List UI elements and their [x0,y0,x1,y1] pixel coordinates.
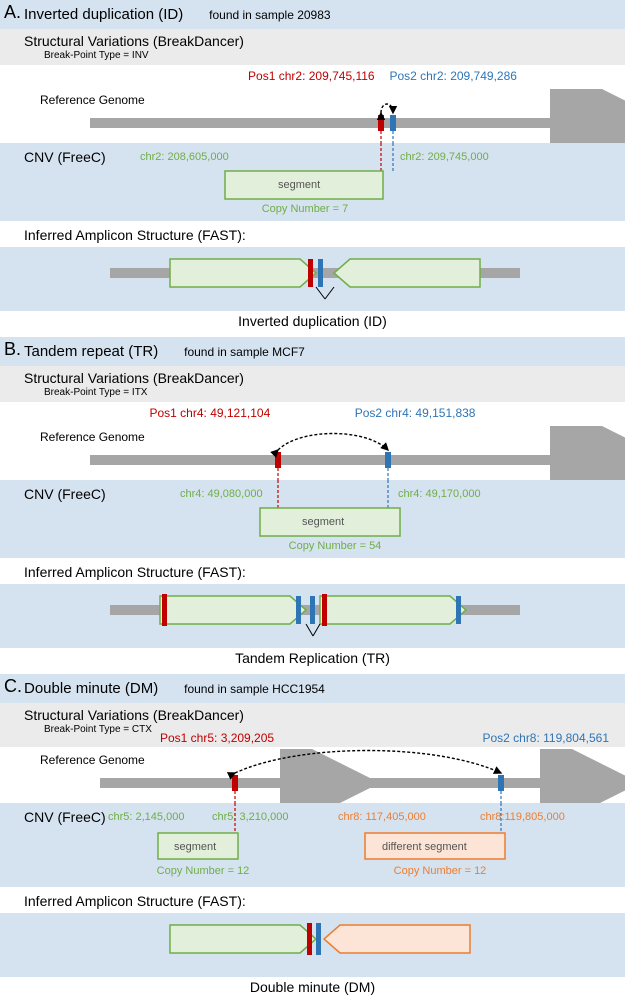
panel-b-cnv: CNV (FreeC) chr4: 49,080,000 chr4: 49,17… [0,480,625,558]
sv-title-c: Structural Variations (BreakDancer) [24,707,244,723]
sv-title-b: Structural Variations (BreakDancer) [24,370,244,386]
pos2-label: Pos2 chr2: 209,749,286 [390,69,517,83]
copy-number-c-a: Copy Number = 12 [148,865,258,877]
panel-b-caption: Tandem Replication (TR) [0,650,625,666]
panel-b-positions: Pos1 chr4: 49,121,104 Pos2 chr4: 49,151,… [0,402,625,424]
copy-number: Copy Number = 7 [250,203,360,215]
panel-c-inferred-heading: Inferred Amplicon Structure (FAST): [0,887,625,913]
panel-a-inferred-heading: Inferred Amplicon Structure (FAST): [0,221,625,247]
panel-c-sample: found in sample HCC1954 [184,682,325,696]
bp-type-b: Break-Point Type = ITX [44,387,617,398]
panel-a-amplicon [0,247,625,311]
panel-b-sv-heading: Structural Variations (BreakDancer) Brea… [0,366,625,402]
panel-letter-c: C. [4,676,22,697]
bp-type: Break-Point Type = INV [44,50,617,61]
panel-c-caption: Double minute (DM) [0,979,625,995]
seg2-label-c: different segment [382,841,467,853]
amplicon-svg-a [0,247,625,311]
panel-b: B. Tandem repeat (TR) found in sample MC… [0,337,625,666]
panel-a-refgenome: Reference Genome [0,87,625,143]
cnv-svg-c [0,803,625,887]
seg-label-c: segment [174,841,216,853]
panel-c-title: Double minute (DM) [24,680,158,697]
pos1-label: Pos1 chr2: 209,745,116 [248,69,375,83]
seg-label: segment [278,179,320,191]
panel-letter-a: A. [4,2,21,23]
amplicon-svg-b [0,584,625,648]
panel-c-sv-heading: Structural Variations (BreakDancer) Brea… [0,703,625,747]
panel-a-positions: Pos1 chr2: 209,745,116 Pos2 chr2: 209,74… [0,65,625,87]
panel-c-header: Double minute (DM) found in sample HCC19… [0,674,625,703]
panel-letter-b: B. [4,339,21,360]
ref-genome-label: Reference Genome [40,93,145,107]
panel-a-header: Inverted duplication (ID) found in sampl… [0,0,625,29]
panel-b-amplicon [0,584,625,648]
panel-b-title: Tandem repeat (TR) [24,343,158,360]
pos2-b: Pos2 chr4: 49,151,838 [355,406,476,420]
seg-label-b: segment [302,516,344,528]
pos1-b: Pos1 chr4: 49,121,104 [150,406,271,420]
panel-b-inferred-heading: Inferred Amplicon Structure (FAST): [0,558,625,584]
sv-title: Structural Variations (BreakDancer) [24,33,244,49]
ref-genome-label-b: Reference Genome [40,430,145,444]
panel-a-title: Inverted duplication (ID) [24,6,183,23]
amplicon-svg-c [0,913,625,977]
panel-a: A. Inverted duplication (ID) found in sa… [0,0,625,329]
pos1-c: Pos1 chr5: 3,209,205 [160,731,274,745]
copy-number-b: Copy Number = 54 [275,540,395,552]
ref-genome-label-c: Reference Genome [40,753,145,767]
panel-a-caption: Inverted duplication (ID) [0,313,625,329]
pos2-c: Pos2 chr8: 119,804,561 [482,731,609,745]
panel-a-cnv: CNV (FreeC) chr2: 208,605,000 chr2: 209,… [0,143,625,221]
panel-c: C. Double minute (DM) found in sample HC… [0,674,625,995]
copy-number-c-b: Copy Number = 12 [380,865,500,877]
panel-a-sample: found in sample 20983 [209,8,330,22]
panel-b-header: Tandem repeat (TR) found in sample MCF7 [0,337,625,366]
panel-c-cnv: CNV (FreeC) chr5: 2,145,000 chr5: 3,210,… [0,803,625,887]
panel-b-sample: found in sample MCF7 [184,345,305,359]
panel-a-sv-heading: Structural Variations (BreakDancer) Brea… [0,29,625,65]
panel-b-refgenome: Reference Genome [0,424,625,480]
panel-c-refgenome: Reference Genome [0,747,625,803]
panel-c-amplicon [0,913,625,977]
